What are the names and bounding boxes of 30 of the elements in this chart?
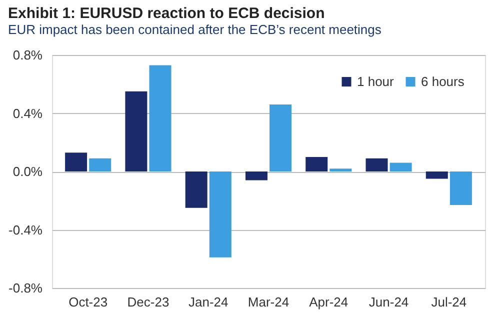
bar bbox=[149, 65, 172, 172]
bar bbox=[426, 172, 448, 179]
x-tick-label: Jul-24 bbox=[431, 294, 467, 310]
x-tick-label: Dec-23 bbox=[127, 294, 170, 310]
bar bbox=[390, 162, 412, 172]
y-tick-label: 0.4% bbox=[12, 106, 43, 121]
x-tick-label: Oct-23 bbox=[68, 294, 108, 310]
bar bbox=[450, 172, 472, 205]
bar bbox=[270, 104, 292, 172]
legend-label: 6 hours bbox=[421, 74, 465, 89]
bar bbox=[125, 91, 148, 172]
chart-title: Exhibit 1: EURUSD reaction to ECB decision bbox=[8, 5, 325, 22]
y-tick-label: 0.0% bbox=[12, 164, 43, 179]
bar bbox=[366, 158, 388, 172]
legend-label: 1 hour bbox=[357, 74, 395, 89]
y-tick-label: -0.8% bbox=[8, 280, 43, 296]
bar bbox=[330, 168, 352, 172]
x-tick-label: Apr-24 bbox=[309, 294, 348, 310]
x-tick-label: Jan-24 bbox=[188, 294, 228, 310]
x-tick-label: Mar-24 bbox=[248, 294, 290, 310]
bar bbox=[65, 152, 88, 172]
x-tick-label: Jun-24 bbox=[368, 294, 409, 310]
bar bbox=[245, 172, 268, 180]
bar bbox=[89, 158, 112, 172]
chart-subtitle: EUR impact has been contained after the ECB’s recent meetings bbox=[8, 22, 382, 37]
bar bbox=[209, 172, 232, 258]
y-tick-label: 0.8% bbox=[12, 48, 43, 62]
bar bbox=[185, 172, 208, 208]
bar bbox=[306, 156, 328, 172]
y-tick-label: -0.4% bbox=[8, 222, 43, 238]
